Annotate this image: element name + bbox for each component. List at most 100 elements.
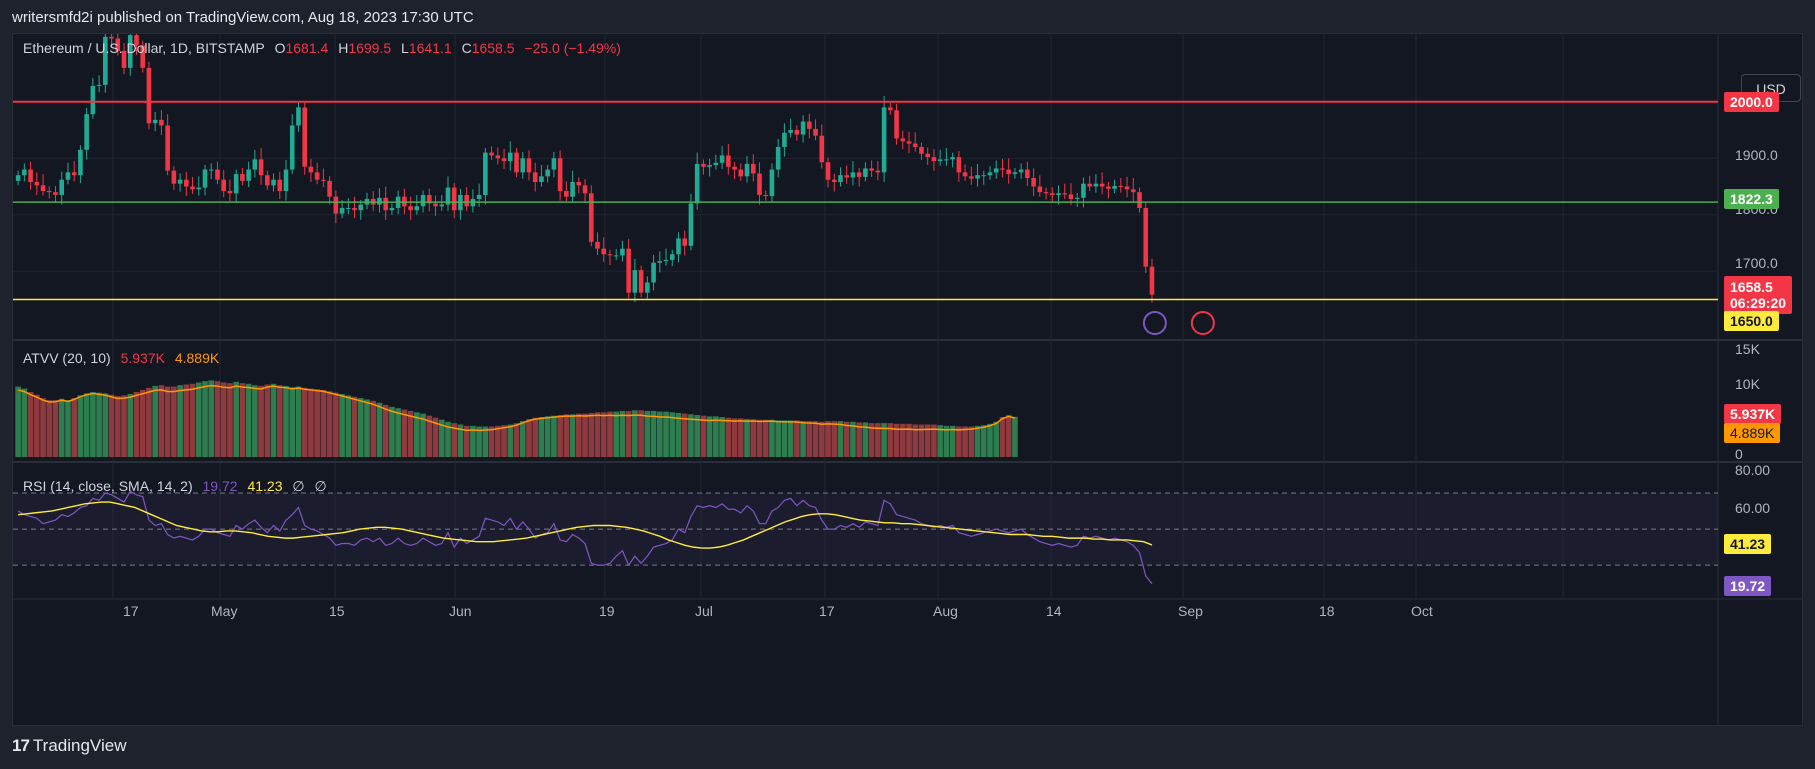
volume-bar xyxy=(868,423,875,457)
candle-body xyxy=(676,238,681,255)
candle-body xyxy=(807,121,812,129)
volume-bar xyxy=(931,424,937,457)
time-axis-label: 15 xyxy=(329,603,345,619)
rsi-empty-1: ∅ xyxy=(292,478,305,494)
candle-body xyxy=(96,84,102,86)
volume-bar xyxy=(812,421,819,457)
candle-body xyxy=(900,138,906,142)
price-axis-label: 1700.0 xyxy=(1735,255,1778,271)
candle-body xyxy=(657,261,663,263)
volume-bar xyxy=(744,419,750,457)
volume-bar xyxy=(769,419,775,457)
candle-body xyxy=(856,172,862,177)
candle-body xyxy=(788,130,793,133)
candle-body xyxy=(557,158,563,192)
candle-body xyxy=(950,157,955,160)
dividend-event-icon xyxy=(1142,311,1167,335)
rsi-indicator-name[interactable]: RSI (14, close, SMA, 14, 2) xyxy=(23,478,193,494)
legend-close: C1658.5 xyxy=(461,40,515,56)
volume-bar xyxy=(775,420,781,457)
volume-bar xyxy=(220,382,227,457)
candle-body xyxy=(389,207,395,211)
candle-body xyxy=(1049,193,1055,195)
volume-bar xyxy=(52,400,59,457)
volume-bar xyxy=(825,421,831,457)
candle-body xyxy=(707,165,712,167)
candle-body xyxy=(775,146,781,170)
time-axis-label: Sep xyxy=(1178,603,1203,619)
volume-bar xyxy=(719,417,725,457)
candle-body xyxy=(919,146,924,154)
candle-body xyxy=(103,36,108,85)
candle-body xyxy=(1118,185,1124,187)
candle-body xyxy=(146,67,152,124)
candle-body xyxy=(246,169,251,181)
rsi-axis-label: 80.00 xyxy=(1735,462,1771,478)
legend-open: O1681.4 xyxy=(274,40,329,56)
candle-body xyxy=(495,155,501,159)
volume-bar xyxy=(451,423,458,457)
candle-body xyxy=(78,149,83,176)
volume-bar xyxy=(171,386,177,457)
volume-bar xyxy=(949,425,956,457)
volume-bar xyxy=(202,381,208,457)
candle-body xyxy=(501,158,507,162)
candle-body xyxy=(937,159,943,162)
candle-body xyxy=(184,179,189,187)
candle-body xyxy=(190,186,195,190)
rsi-empty-2: ∅ xyxy=(314,478,327,494)
legend-high: H1699.5 xyxy=(338,40,392,56)
candle-body xyxy=(800,121,806,135)
volume-bar xyxy=(495,425,501,457)
volume-bar xyxy=(301,387,308,457)
candle-body xyxy=(46,191,52,193)
volume-bar xyxy=(90,391,96,457)
volume-bar xyxy=(700,415,707,457)
candle-body xyxy=(750,163,756,174)
volume-bar xyxy=(164,386,171,457)
candle-body xyxy=(514,152,519,173)
symbol-name[interactable]: Ethereum / U.S. Dollar, 1D, BITSTAMP xyxy=(23,40,265,56)
candle-body xyxy=(258,159,264,176)
volume-bar xyxy=(177,385,183,457)
chart-frame[interactable]: Ethereum / U.S. Dollar, 1D, BITSTAMP O16… xyxy=(12,33,1803,726)
volume-bar xyxy=(594,412,601,457)
candle-body xyxy=(526,158,532,173)
candle-body xyxy=(1018,169,1024,173)
time-axis-label: 17 xyxy=(819,603,835,619)
volume-ma-value: 4.889K xyxy=(174,350,220,366)
volume-bar xyxy=(139,389,146,457)
volume-bar xyxy=(314,389,320,457)
volume-bar xyxy=(563,414,570,457)
time-axis-label: Jun xyxy=(449,603,472,619)
time-axis-label: Aug xyxy=(933,603,958,619)
candle-body xyxy=(202,169,208,188)
volume-bar xyxy=(532,417,539,457)
volume-bar xyxy=(127,394,134,457)
volume-bar xyxy=(787,420,794,457)
volume-bar xyxy=(750,419,757,457)
rsi-legend: RSI (14, close, SMA, 14, 2) 19.72 41.23 … xyxy=(23,478,333,495)
footer-brand[interactable]: 17 TradingView xyxy=(12,736,126,756)
volume-bar xyxy=(252,385,258,457)
candle-body xyxy=(1087,183,1092,187)
candle-body xyxy=(221,179,227,192)
rsi-ma-tag: 41.23 xyxy=(1724,534,1772,554)
volume-bar xyxy=(906,423,912,457)
volume-bar xyxy=(326,391,333,457)
volume-bar xyxy=(694,415,700,457)
candle-body xyxy=(233,174,239,194)
volume-bar xyxy=(600,412,607,457)
volume-bar xyxy=(843,421,850,457)
volume-bar xyxy=(357,398,364,457)
candle-body xyxy=(993,168,999,173)
candle-body xyxy=(757,173,762,195)
candle-body xyxy=(277,179,283,192)
candle-body xyxy=(769,169,775,197)
volume-bar xyxy=(582,413,588,457)
candle-body xyxy=(426,194,432,204)
chart-canvas[interactable] xyxy=(13,34,1802,725)
volume-bar xyxy=(713,416,719,457)
volume-bar xyxy=(507,424,514,457)
volume-indicator-name[interactable]: ATVV (20, 10) xyxy=(23,350,111,366)
